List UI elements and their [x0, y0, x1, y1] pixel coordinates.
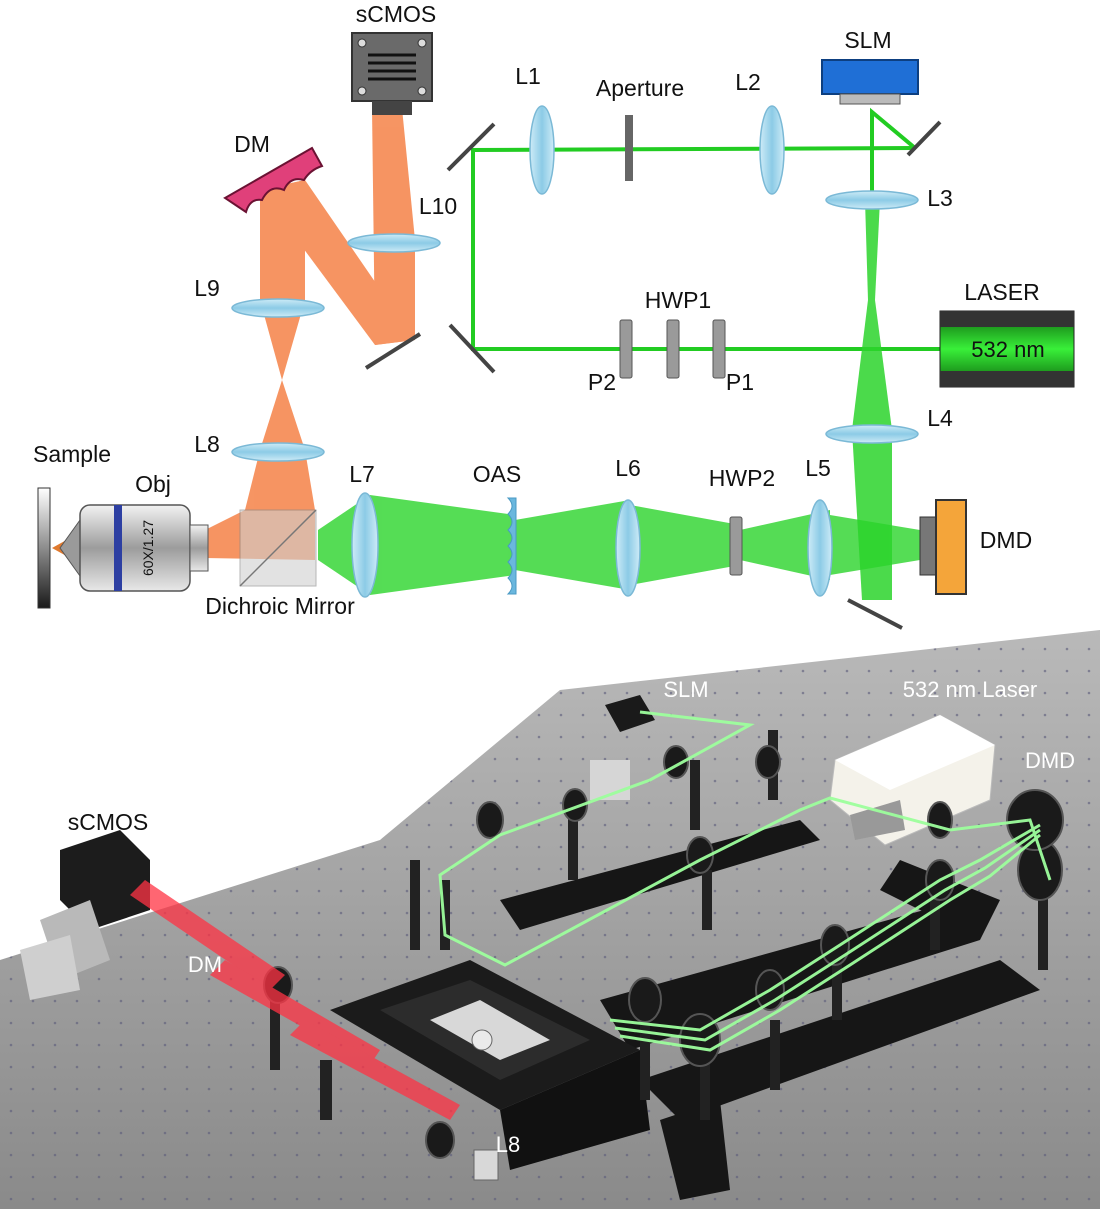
label-oas: OAS	[473, 461, 522, 487]
label-l5: L5	[805, 455, 831, 481]
green-beam-l3-l4	[865, 200, 880, 300]
green-beam-l4	[852, 300, 892, 430]
photo-labels: SLM 532 nm Laser DMD sCMOS DM L8	[68, 677, 1075, 1157]
dmd-device-schematic	[919, 499, 967, 595]
label-p1: P1	[726, 369, 754, 395]
waveplate-hwp2	[729, 516, 743, 576]
lens-l8	[231, 442, 325, 462]
mirror-top-left	[446, 122, 496, 172]
laser-source	[939, 310, 1075, 388]
rails	[500, 820, 1040, 1200]
mirror-bottom-right	[847, 598, 903, 630]
polarization-optics	[619, 319, 743, 576]
green-beams-3d	[438, 710, 1052, 1052]
lens-l6	[615, 499, 641, 597]
label-l3: L3	[927, 185, 953, 211]
scmos-camera-3d	[20, 830, 150, 1000]
label-p2: P2	[588, 369, 616, 395]
mirror-mid-left	[448, 323, 496, 374]
laser-box-3d	[829, 714, 996, 846]
lens-l10	[347, 233, 441, 253]
green-beam-path	[471, 107, 940, 351]
orange-beams	[205, 108, 415, 560]
label-hwp2: HWP2	[709, 465, 775, 491]
mirror-top-right	[906, 120, 942, 157]
waveplate-hwp1	[666, 319, 680, 379]
lens-l4	[825, 424, 919, 444]
scmos-camera-schematic	[351, 32, 433, 115]
label-aperture: Aperture	[596, 75, 684, 101]
oas-element	[506, 497, 517, 595]
label-laser-wavelength: 532 nm	[971, 337, 1044, 362]
lens-l9	[231, 298, 325, 318]
label-dichroic-mirror: Dichroic Mirror	[205, 593, 355, 619]
photo-label-dm: DM	[188, 952, 222, 977]
red-beams-3d	[130, 880, 460, 1120]
sample-slide	[37, 487, 51, 609]
label-l8: L8	[194, 431, 220, 457]
label-hwp1: HWP1	[645, 287, 711, 313]
label-l10: L10	[419, 193, 457, 219]
lens-l5	[807, 499, 833, 597]
sample-stage	[330, 960, 650, 1170]
lens-l2	[759, 105, 785, 195]
label-slm: SLM	[844, 27, 891, 53]
label-l4: L4	[927, 405, 953, 431]
objective-marking: 60X/1.27	[140, 520, 156, 576]
lenses-horizontal	[231, 190, 919, 462]
label-scmos: sCMOS	[356, 1, 437, 27]
slm-device-schematic	[821, 59, 919, 105]
photo-label-scmos: sCMOS	[68, 809, 149, 835]
label-dmd: DMD	[980, 527, 1032, 553]
slm-3d	[590, 695, 655, 800]
label-laser: LASER	[964, 279, 1039, 305]
objective-lens: 60X/1.27	[37, 487, 209, 609]
polarizer-p2	[619, 319, 633, 379]
lens-l1	[529, 105, 555, 195]
deformable-mirror	[223, 146, 324, 214]
schematic: 60X/1.27 sCMOS SLM DM L1 Aperture L2 L3 …	[33, 1, 1075, 630]
mirror-orange	[364, 332, 422, 370]
lens-l7	[351, 492, 379, 598]
l8-mount-3d	[473, 1149, 499, 1181]
mirrors	[364, 120, 942, 630]
lenses-vertical	[351, 105, 833, 598]
dichroic-mirror-cube	[239, 509, 317, 587]
lens-l3	[825, 190, 919, 210]
schematic-labels: sCMOS SLM DM L1 Aperture L2 L3 L10 L9 HW…	[33, 1, 1045, 619]
aperture-stop	[625, 115, 633, 181]
label-l2: L2	[735, 69, 761, 95]
photo-label-dmd: DMD	[1025, 748, 1075, 773]
polarizer-p1	[712, 319, 726, 379]
label-l1: L1	[515, 63, 541, 89]
label-obj: Obj	[135, 471, 171, 497]
label-sample: Sample	[33, 441, 111, 467]
photo-label-l8: L8	[496, 1132, 520, 1157]
green-beam-l4-dmd	[852, 430, 892, 600]
photo-label-slm: SLM	[663, 677, 708, 702]
photo-render: SLM 532 nm Laser DMD sCMOS DM L8	[0, 630, 1100, 1209]
label-dm: DM	[234, 131, 270, 157]
photo-label-laser: 532 nm Laser	[903, 677, 1038, 702]
label-l9: L9	[194, 275, 220, 301]
label-l6: L6	[615, 455, 641, 481]
label-l7: L7	[349, 461, 375, 487]
